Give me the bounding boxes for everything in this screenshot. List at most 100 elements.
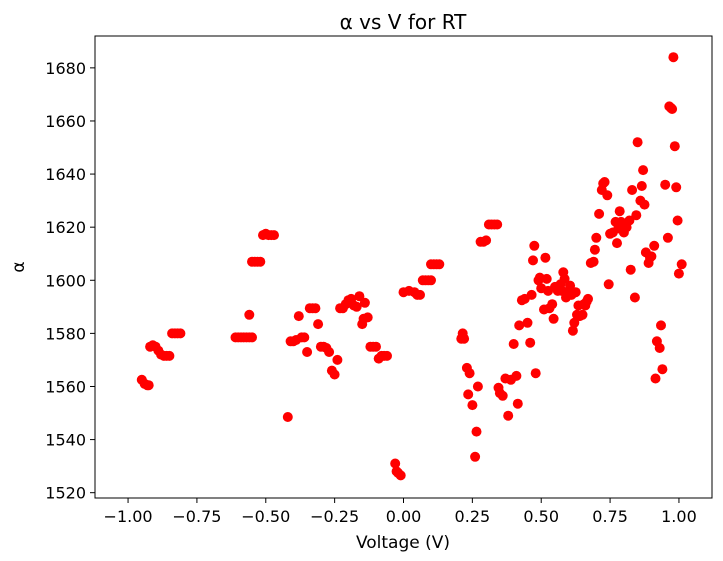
data-point (467, 400, 478, 411)
data-point (522, 317, 533, 328)
data-point (415, 289, 425, 300)
data-point (310, 303, 321, 314)
y-tick-label: 1580 (45, 324, 86, 343)
data-point (362, 312, 373, 323)
x-tick-label: 0.25 (455, 507, 491, 526)
data-point (244, 309, 255, 320)
data-point (324, 347, 335, 357)
data-point (636, 181, 647, 191)
data-point (508, 339, 519, 349)
y-tick-label: 1560 (45, 377, 86, 396)
y-axis-label: α (9, 261, 29, 272)
data-point (602, 190, 613, 201)
data-point (614, 206, 625, 217)
data-point (589, 244, 600, 255)
data-point (354, 291, 365, 302)
data-point (671, 182, 682, 193)
data-point (603, 279, 614, 290)
x-tick-label: −1.00 (104, 507, 153, 526)
data-point (656, 320, 666, 331)
data-point (625, 264, 636, 275)
data-point (164, 350, 175, 361)
data-point (583, 293, 593, 304)
data-point (638, 165, 649, 176)
data-point (299, 332, 310, 343)
data-point (434, 259, 445, 270)
x-tick-label: 0.75 (592, 507, 628, 526)
data-point (528, 255, 538, 266)
data-point (588, 256, 599, 267)
data-point (676, 259, 687, 270)
data-point (302, 347, 313, 357)
data-point (662, 232, 673, 243)
data-point (650, 373, 661, 384)
data-point (382, 350, 392, 361)
data-point (511, 370, 522, 381)
x-tick-label: 0.00 (386, 507, 422, 526)
data-point (329, 369, 340, 380)
data-point (660, 179, 671, 190)
data-point (293, 311, 304, 322)
data-point (565, 280, 576, 291)
data-point (503, 410, 514, 421)
data-point (567, 325, 578, 336)
data-point (463, 389, 474, 400)
data-point (569, 317, 580, 328)
data-point (540, 252, 551, 263)
data-point (667, 104, 678, 114)
data-points (136, 52, 687, 481)
data-point (472, 381, 483, 392)
data-point (591, 232, 602, 243)
data-point (143, 380, 154, 391)
y-tick-label: 1540 (45, 431, 86, 450)
data-point (529, 240, 540, 251)
x-tick-label: 0.50 (523, 507, 559, 526)
y-tick-label: 1660 (45, 112, 86, 131)
data-point (673, 268, 684, 279)
data-point (530, 368, 541, 379)
data-point (390, 458, 401, 469)
plot-frame (94, 35, 713, 499)
data-point (269, 230, 279, 241)
data-point (577, 309, 588, 320)
data-point (371, 341, 381, 352)
data-point (471, 426, 482, 437)
data-point (559, 273, 570, 284)
y-tick-label: 1600 (45, 271, 86, 290)
x-tick-label: 1.00 (661, 507, 697, 526)
data-point (654, 343, 665, 353)
data-point (594, 208, 605, 219)
data-point (426, 275, 436, 286)
x-axis: −1.00 −0.75 −0.50 −0.25 0.00 0.25 0.50 0.75 1.00 (104, 498, 697, 526)
data-point (672, 215, 683, 226)
data-point (668, 52, 679, 63)
data-point (395, 470, 406, 481)
data-point (282, 412, 293, 422)
data-point (470, 451, 481, 462)
data-point (627, 185, 638, 195)
data-point (512, 398, 523, 409)
chart-title: α vs V for RT (340, 10, 467, 34)
data-point (481, 235, 492, 246)
data-point (649, 240, 660, 251)
data-point (459, 333, 470, 344)
y-axis: 1520 1540 1560 1580 1600 1620 1640 1660 1680 (45, 59, 95, 503)
data-point (255, 256, 266, 267)
data-point (657, 364, 668, 375)
data-point (313, 319, 324, 330)
x-tick-label: −0.25 (310, 507, 359, 526)
data-point (624, 215, 635, 226)
data-point (612, 238, 622, 249)
data-point (629, 292, 640, 303)
y-tick-label: 1640 (45, 165, 86, 184)
x-axis-label: Voltage (V) (356, 533, 450, 553)
data-point (351, 301, 362, 312)
data-point (639, 199, 650, 210)
data-point (526, 289, 537, 300)
data-point (514, 320, 525, 331)
data-point (646, 251, 657, 262)
data-point (547, 299, 558, 310)
data-point (332, 354, 343, 365)
data-point (669, 141, 680, 152)
